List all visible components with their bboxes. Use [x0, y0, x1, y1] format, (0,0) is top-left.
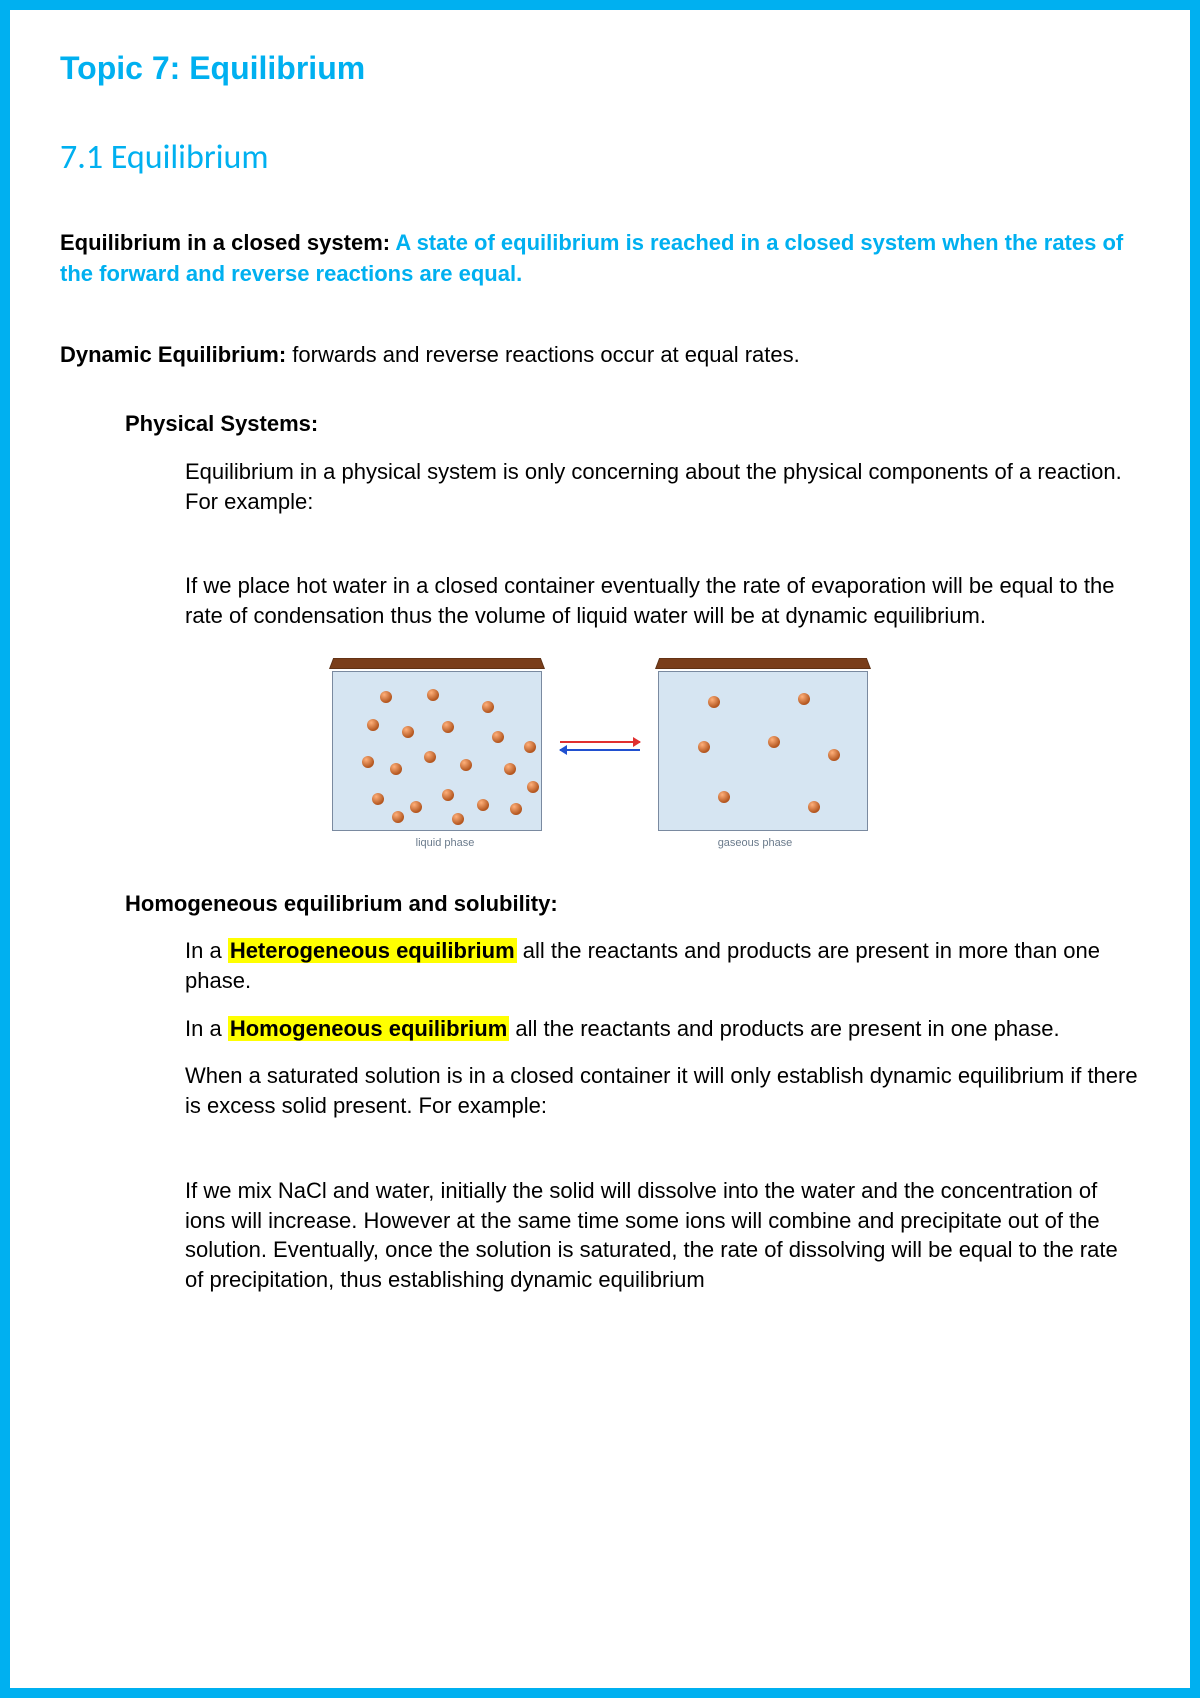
homogeneous-para: In a Homogeneous equilibrium all the rea…: [185, 1014, 1140, 1044]
particle-icon: [380, 691, 392, 703]
particle-icon: [808, 801, 820, 813]
particle-icon: [402, 726, 414, 738]
heterogeneous-para: In a Heterogeneous equilibrium all the r…: [185, 936, 1140, 995]
gaseous-phase-box: [658, 661, 868, 831]
hetero-term: Heterogeneous equilibrium: [228, 938, 517, 963]
box-lid: [329, 658, 545, 669]
homo-rest: all the reactants and products are prese…: [509, 1016, 1059, 1041]
liquid-phase-label: liquid phase: [340, 837, 550, 849]
phase-figure-inner: liquid phase gaseous phase: [332, 661, 868, 849]
particle-icon: [527, 781, 539, 793]
particle-icon: [460, 759, 472, 771]
arrow-reverse-icon: [560, 749, 640, 751]
particle-icon: [492, 731, 504, 743]
phase-figure: liquid phase gaseous phase: [60, 661, 1140, 849]
particle-icon: [768, 736, 780, 748]
physical-p1: Equilibrium in a physical system is only…: [185, 457, 1140, 516]
phase-labels: liquid phase gaseous phase: [340, 837, 860, 849]
particle-icon: [427, 689, 439, 701]
hetero-prefix: In a: [185, 938, 228, 963]
particle-icon: [410, 801, 422, 813]
particle-icon: [372, 793, 384, 805]
particle-icon: [390, 763, 402, 775]
lead-label: Equilibrium in a closed system: [60, 230, 383, 255]
nacl-para: If we mix NaCl and water, initially the …: [185, 1176, 1140, 1295]
section-title: 7.1 Equilibrium: [60, 137, 1140, 178]
box-lid: [655, 658, 871, 669]
homo-term: Homogeneous equilibrium: [228, 1016, 509, 1041]
particle-icon: [482, 701, 494, 713]
saturated-para: When a saturated solution is in a closed…: [185, 1061, 1140, 1120]
lead-paragraph: Equilibrium in a closed system: A state …: [60, 228, 1140, 290]
homogeneous-heading: Homogeneous equilibrium and solubility:: [125, 889, 1140, 919]
dynamic-equilibrium-para: Dynamic Equilibrium: forwards and revers…: [60, 340, 1140, 370]
particle-icon: [442, 789, 454, 801]
homo-prefix: In a: [185, 1016, 228, 1041]
physical-systems-heading: Physical Systems:: [125, 409, 1140, 439]
phase-arrows: [560, 741, 640, 751]
dynamic-text: forwards and reverse reactions occur at …: [292, 342, 799, 367]
lead-separator: :: [383, 230, 396, 255]
particle-icon: [828, 749, 840, 761]
page: Topic 7: Equilibrium 7.1 Equilibrium Equ…: [0, 0, 1200, 1698]
particle-icon: [442, 721, 454, 733]
dynamic-label: Dynamic Equilibrium:: [60, 342, 292, 367]
arrow-forward-icon: [560, 741, 640, 743]
topic-title: Topic 7: Equilibrium: [60, 50, 1140, 87]
particle-icon: [392, 811, 404, 823]
gaseous-phase-label: gaseous phase: [650, 837, 860, 849]
liquid-phase-box: [332, 661, 542, 831]
gaseous-particles: [658, 671, 868, 831]
particle-icon: [510, 803, 522, 815]
particle-icon: [798, 693, 810, 705]
particle-icon: [367, 719, 379, 731]
physical-p2: If we place hot water in a closed contai…: [185, 571, 1140, 630]
particle-icon: [718, 791, 730, 803]
particle-icon: [524, 741, 536, 753]
particle-icon: [424, 751, 436, 763]
particle-icon: [504, 763, 516, 775]
particle-icon: [698, 741, 710, 753]
phase-boxes: [332, 661, 868, 831]
particle-icon: [452, 813, 464, 825]
particle-icon: [477, 799, 489, 811]
particle-icon: [362, 756, 374, 768]
liquid-particles: [332, 671, 542, 831]
particle-icon: [708, 696, 720, 708]
